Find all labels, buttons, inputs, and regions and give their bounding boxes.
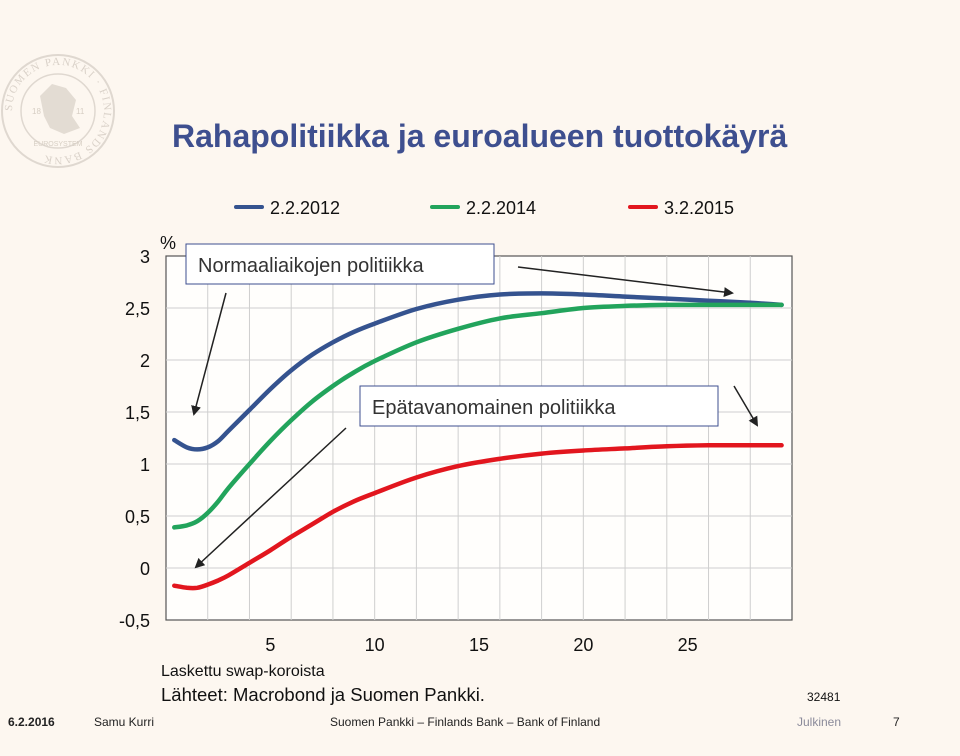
y-tick-label: 2: [140, 351, 150, 371]
annotation-arrow: [191, 292, 227, 416]
footer-date: 6.2.2016: [8, 715, 55, 729]
series-line-3.2.2015: [172, 442, 784, 591]
y-tick-label: 1: [140, 455, 150, 475]
page-title: Rahapolitiikka ja euroalueen tuottokäyrä: [172, 118, 788, 154]
logo-year-left: 18: [32, 107, 41, 116]
x-tick-label: 5: [265, 635, 275, 655]
series-line-2.2.2014: [172, 302, 784, 530]
y-unit-label: %: [160, 233, 176, 253]
footer-author: Samu Kurri: [94, 715, 155, 729]
annotation-normal-box: [185, 243, 495, 285]
y-tick-label: 2,5: [125, 299, 150, 319]
grid-lines: [166, 256, 792, 620]
annotation-unconventional-box: [359, 385, 719, 427]
annotation-arrow: [733, 385, 759, 427]
x-tick-label: 15: [469, 635, 489, 655]
annotation-arrow: [194, 427, 347, 569]
legend-label-2014: 2.2.2014: [466, 198, 536, 218]
axis-ticks: -0,5 0 0,5 1 1,5 2 2,5 3 5 10 15 20 25: [119, 247, 698, 655]
legend-label-2015: 3.2.2015: [664, 198, 734, 218]
footer-page-number: 7: [893, 715, 900, 729]
plot-area: [165, 255, 793, 621]
annotation-unconventional: Epätavanomainen politiikka: [194, 385, 759, 569]
bank-logo-seal: SUOMEN PANKKI · FINLANDS BANK 18 11 EURO…: [1, 54, 115, 168]
legend-label-2012: 2.2.2012: [270, 198, 340, 218]
series-lines: [172, 291, 784, 591]
y-tick-label: 3: [140, 247, 150, 267]
chart-code: 32481: [807, 690, 841, 704]
footer-organization: Suomen Pankki – Finlands Bank – Bank of …: [330, 715, 601, 729]
footer: 6.2.2016 Samu Kurri Suomen Pankki – Finl…: [0, 708, 960, 738]
annotation-normal: Normaaliaikojen politiikka: [185, 243, 734, 416]
y-tick-label: 0: [140, 559, 150, 579]
chart-legend: 2.2.2012 2.2.2014 3.2.2015: [234, 198, 734, 218]
annotation-unconventional-label: Epätavanomainen politiikka: [372, 397, 616, 419]
logo-year-right: 11: [76, 107, 85, 116]
footer-classification: Julkinen: [797, 715, 842, 729]
y-tick-label: 1,5: [125, 403, 150, 423]
x-tick-label: 25: [678, 635, 698, 655]
x-tick-label: 20: [573, 635, 593, 655]
y-tick-label: -0,5: [119, 611, 150, 631]
note-sources: Lähteet: Macrobond ja Suomen Pankki.: [161, 684, 485, 705]
series-line-2.2.2012: [172, 291, 784, 452]
annotation-normal-label: Normaaliaikojen politiikka: [198, 255, 425, 277]
note-calculation: Laskettu swap-koroista: [161, 663, 325, 680]
annotation-arrow: [517, 266, 734, 297]
logo-inner-text: EUROSYSTEM: [33, 141, 82, 148]
x-tick-label: 10: [365, 635, 385, 655]
y-tick-label: 0,5: [125, 507, 150, 527]
